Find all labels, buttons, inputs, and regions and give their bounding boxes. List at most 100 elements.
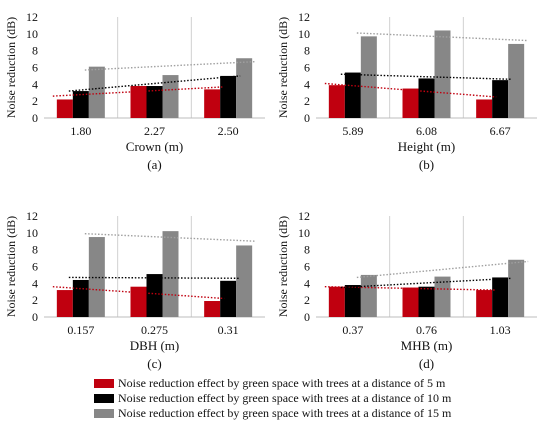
x-axis-label: Crown (m) — [126, 139, 183, 154]
bar-5m-1 — [56, 290, 73, 317]
y-tick-label: 10 — [298, 226, 310, 240]
trendline-5m — [324, 286, 497, 291]
y-tick-label: 2 — [304, 293, 310, 307]
trendline-10m — [68, 276, 241, 279]
y-tick-label: 8 — [32, 44, 38, 58]
chart-panel-2: 0 2 4 6 8 10 12 Noise reduction (dB) 5.89 6.08 6.6… — [276, 10, 537, 172]
y-tick-label: 12 — [26, 209, 38, 223]
x-tick-label: 0.31 — [218, 323, 239, 337]
bar-5m-1 — [56, 99, 73, 118]
y-tick-label: 0 — [32, 310, 38, 324]
x-tick-label: 0.37 — [342, 323, 363, 337]
x-tick-label: 0.76 — [416, 323, 437, 337]
y-tick-label: 12 — [298, 209, 310, 223]
trendline-10m — [340, 277, 513, 289]
bar-5m-2 — [130, 286, 147, 317]
x-tick-label: 5.89 — [342, 124, 363, 138]
bar-10m-1 — [72, 91, 89, 118]
bar-5m-2 — [130, 86, 147, 118]
legend-label-5m: Noise reduction effect by green space wi… — [118, 376, 446, 390]
x-tick-label: 1.80 — [70, 124, 91, 138]
chart-panel-1: 0 2 4 6 8 10 12 Noise reduction (dB) 1.80 2.27 2.5… — [4, 10, 265, 172]
y-tick-label: 0 — [304, 111, 310, 125]
panel-label: (d) — [419, 356, 434, 371]
y-tick-label: 4 — [32, 77, 38, 91]
panel-label: (c) — [147, 356, 161, 371]
y-tick-label: 8 — [304, 243, 310, 257]
trendline-10m — [340, 73, 513, 80]
bar-10m-3 — [220, 280, 237, 317]
bar-10m-3 — [492, 80, 509, 118]
trendline-15m — [84, 60, 257, 71]
bar-15m-1 — [88, 237, 105, 317]
trendline-5m — [52, 286, 225, 300]
trendline-10m — [68, 75, 241, 92]
y-axis-label: Noise reduction (dB) — [276, 17, 290, 118]
bar-5m-1 — [328, 85, 345, 118]
y-tick-label: 2 — [304, 94, 310, 108]
bar-5m-2 — [402, 287, 419, 317]
y-axis-label: Noise reduction (dB) — [4, 216, 18, 317]
trendline-15m — [356, 260, 529, 279]
x-axis-label: MHB (m) — [401, 338, 453, 353]
bar-10m-1 — [72, 279, 89, 317]
x-tick-label: 6.08 — [416, 124, 437, 138]
trendline-5m — [52, 86, 225, 97]
y-tick-label: 8 — [32, 243, 38, 257]
bar-5m-3 — [204, 301, 221, 317]
bar-5m-3 — [476, 290, 493, 317]
y-tick-label: 10 — [26, 226, 38, 240]
x-tick-label: 2.27 — [144, 124, 165, 138]
legend-swatch-15m — [94, 409, 114, 418]
bar-15m-1 — [360, 274, 377, 317]
y-tick-label: 2 — [32, 94, 38, 108]
bar-10m-3 — [492, 277, 509, 317]
y-axis-label: Noise reduction (dB) — [276, 216, 290, 317]
y-tick-label: 8 — [304, 44, 310, 58]
legend: Noise reduction effect by green space wi… — [94, 376, 452, 420]
y-tick-label: 6 — [304, 61, 310, 75]
x-tick-label: 1.03 — [490, 323, 511, 337]
bar-5m-1 — [328, 286, 345, 317]
y-tick-label: 4 — [304, 77, 310, 91]
y-tick-label: 10 — [26, 27, 38, 41]
y-tick-label: 6 — [32, 61, 38, 75]
x-axis-label: Height (m) — [398, 139, 455, 154]
bar-15m-2 — [434, 276, 451, 317]
bar-10m-2 — [146, 274, 163, 317]
bar-10m-1 — [344, 285, 361, 317]
y-tick-label: 10 — [298, 27, 310, 41]
bar-10m-2 — [418, 78, 435, 118]
x-axis-label: DBH (m) — [130, 338, 179, 353]
bar-5m-3 — [204, 89, 221, 118]
trendline-5m — [324, 82, 497, 98]
panel-label: (a) — [147, 157, 161, 172]
x-tick-label: 0.157 — [67, 323, 94, 337]
legend-label-15m: Noise reduction effect by green space wi… — [118, 406, 452, 420]
panels: 0 2 4 6 8 10 12 Noise reduction (dB) 1.80 2.27 2.5… — [4, 10, 537, 371]
y-tick-label: 4 — [304, 276, 310, 290]
x-tick-label: 6.67 — [490, 124, 511, 138]
bar-10m-2 — [146, 86, 163, 118]
x-tick-label: 2.50 — [218, 124, 239, 138]
chart-panel-4: 0 2 4 6 8 10 12 Noise reduction (dB) 0.37 0.76 1.0… — [276, 209, 537, 371]
y-tick-label: 2 — [32, 293, 38, 307]
bar-15m-1 — [88, 66, 105, 118]
bar-5m-3 — [476, 99, 493, 118]
bar-15m-2 — [162, 75, 179, 118]
panel-label: (b) — [419, 157, 434, 172]
bar-15m-2 — [434, 30, 451, 118]
legend-swatch-5m — [94, 379, 114, 388]
trendline-15m — [356, 32, 529, 42]
legend-swatch-10m — [94, 394, 114, 403]
y-tick-label: 12 — [26, 10, 38, 24]
bar-15m-3 — [508, 259, 525, 317]
y-tick-label: 6 — [304, 260, 310, 274]
x-tick-label: 0.275 — [141, 323, 168, 337]
bar-10m-3 — [220, 75, 237, 118]
bar-10m-1 — [344, 72, 361, 118]
legend-label-10m: Noise reduction effect by green space wi… — [118, 391, 452, 405]
y-tick-label: 4 — [32, 276, 38, 290]
